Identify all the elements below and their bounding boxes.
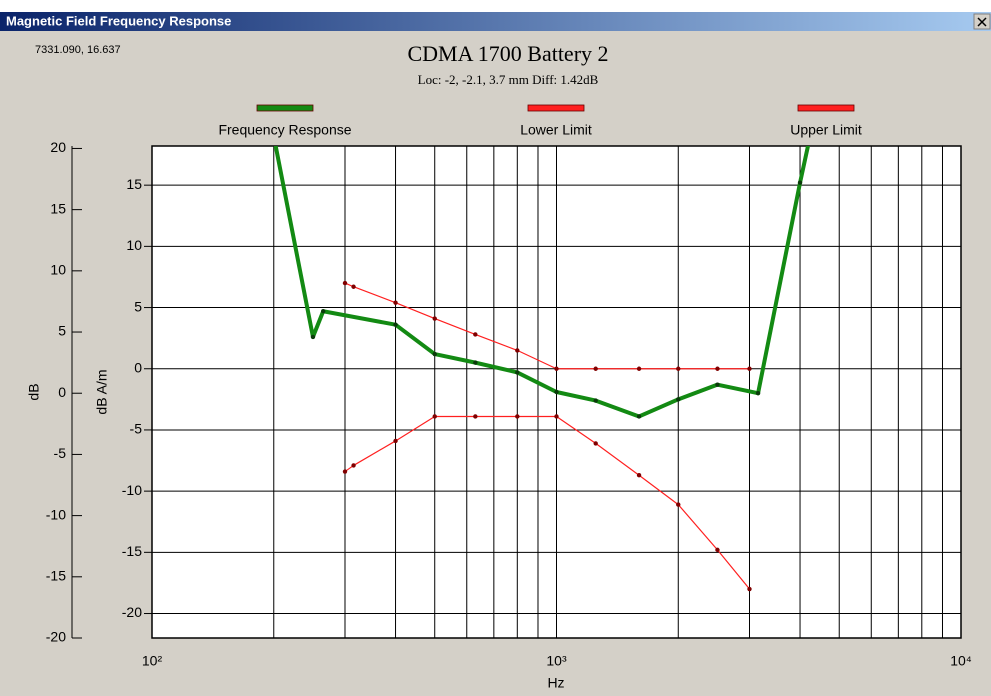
data-point	[715, 547, 720, 553]
data-point	[310, 334, 316, 340]
y2-tick-label: -10	[46, 506, 66, 522]
data-point	[636, 414, 642, 419]
legend-swatch	[527, 104, 585, 112]
legend-swatch	[256, 104, 314, 112]
x-axis-label: Hz	[547, 675, 564, 691]
data-point	[676, 502, 681, 507]
y2-tick-label: 15	[50, 200, 66, 216]
chart-subtitle: Loc: -2, -2.1, 3.7 mm Diff: 1.42dB	[418, 72, 599, 87]
y2-tick-label: -5	[54, 445, 67, 461]
data-point	[342, 280, 348, 286]
data-point	[636, 473, 642, 478]
data-point	[593, 398, 598, 403]
chart-title: CDMA 1700 Battery 2	[407, 41, 608, 66]
data-point	[747, 586, 752, 592]
y-tick-label: 5	[134, 298, 142, 314]
data-point	[797, 180, 803, 185]
title-bar	[0, 12, 991, 31]
data-point	[473, 360, 478, 365]
top-strip	[0, 0, 991, 12]
data-point	[755, 391, 761, 396]
data-point	[432, 414, 437, 419]
y2-tick-label: 5	[58, 323, 66, 339]
data-point	[593, 366, 598, 371]
data-point	[515, 414, 520, 419]
series-line	[344, 282, 750, 370]
data-point	[593, 441, 598, 446]
close-button[interactable]	[973, 13, 991, 30]
data-point	[636, 366, 642, 371]
data-point	[715, 366, 720, 371]
legend-label: Lower Limit	[520, 122, 592, 138]
data-point	[676, 366, 681, 371]
y-tick-label: 15	[126, 176, 142, 192]
data-point	[747, 366, 752, 371]
y2-tick-label: -15	[46, 568, 66, 584]
y-tick-label: -10	[122, 482, 142, 498]
data-point	[321, 309, 326, 314]
data-point	[393, 300, 398, 305]
legend-label: Upper Limit	[790, 122, 862, 138]
data-point	[393, 322, 398, 327]
data-point	[473, 414, 478, 419]
y-tick-label: -15	[122, 543, 142, 559]
series-line	[344, 415, 750, 590]
series-group	[273, 146, 811, 592]
y-axis-label: dB A/m	[94, 369, 110, 414]
cursor-readout: 7331.090, 16.637	[35, 44, 121, 56]
y2-axis-label: dB	[26, 383, 42, 400]
plot-border	[151, 145, 962, 639]
data-point	[473, 332, 478, 337]
legend-label: Frequency Response	[218, 122, 351, 138]
x-tick-label: 10³	[546, 653, 567, 669]
y-tick-label: 0	[134, 359, 142, 375]
x-tick-label: 10²	[142, 653, 163, 669]
data-point	[554, 366, 559, 371]
data-point	[676, 397, 681, 402]
y2-tick-label: 0	[58, 384, 66, 400]
window-title: Magnetic Field Frequency Response	[6, 13, 231, 28]
data-point	[715, 382, 720, 387]
data-point	[351, 284, 356, 289]
data-point	[554, 389, 559, 395]
data-point	[432, 316, 437, 321]
legend-swatch	[797, 104, 855, 112]
data-point	[393, 438, 398, 444]
y2-tick-label: 20	[50, 139, 66, 155]
data-point	[342, 469, 348, 474]
y-tick-label: 10	[126, 237, 142, 253]
data-point	[554, 414, 559, 419]
y2-tick-label: 10	[50, 262, 66, 278]
y-tick-label: -5	[130, 421, 143, 437]
y2-tick-label: -20	[46, 629, 66, 645]
data-point	[351, 463, 356, 468]
data-point	[515, 370, 520, 375]
data-point	[515, 348, 520, 353]
data-point	[432, 351, 437, 357]
y-tick-label: -20	[122, 604, 142, 620]
x-tick-label: 10⁴	[950, 653, 972, 669]
